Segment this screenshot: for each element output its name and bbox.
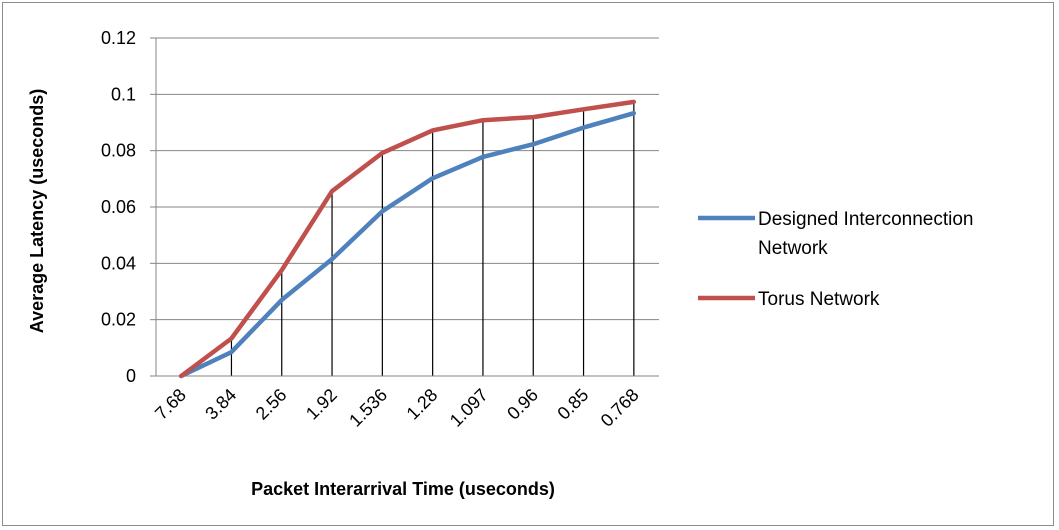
line-chart: 0 0.02 0.04 0.06 0.08 0.1 0.12 7.68 3.84 2.56 1.9…: [27, 28, 973, 499]
y-tick-labels: 0 0.02 0.04 0.06 0.08 0.1 0.12: [101, 28, 136, 386]
x-tick-label-7.68: 7.68: [151, 385, 190, 424]
y-axis-title: Average Latency (useconds): [27, 89, 47, 333]
x-tick-label-3.84: 3.84: [201, 385, 240, 424]
legend: Designed Interconnection Network Torus Net…: [698, 209, 973, 310]
y-tick-label-0.12: 0.12: [101, 28, 136, 48]
y-tick-label-0.06: 0.06: [101, 197, 136, 217]
x-tick-label-0.768: 0.768: [597, 385, 643, 431]
y-tick-label-0.1: 0.1: [111, 84, 136, 104]
legend-label-torus-network: Torus Network: [758, 289, 880, 310]
legend-label-designed-interconnection-network: Designed Interconnection: [758, 209, 973, 230]
x-tick-label-1.28: 1.28: [403, 385, 442, 424]
x-tick-label-1.536: 1.536: [345, 385, 391, 431]
y-tick-label-0.04: 0.04: [101, 253, 136, 273]
x-tick-labels: 7.68 3.84 2.56 1.92 1.536 1.28 1.097 0.96 0.85 0.…: [151, 385, 643, 431]
series-line-torus-network: [178, 99, 637, 379]
series-line-designed-interconnection-network: [178, 110, 637, 379]
x-tick-label-1.92: 1.92: [302, 385, 341, 424]
x-tick-label-2.56: 2.56: [252, 385, 291, 424]
x-axis-title: Packet Interarrival Time (useconds): [251, 479, 555, 499]
x-tick-label-0.85: 0.85: [553, 385, 592, 424]
x-tick-label-0.96: 0.96: [503, 385, 542, 424]
y-tick-label-0.08: 0.08: [101, 141, 136, 161]
legend-label-designed-interconnection-network: Network: [758, 238, 828, 259]
y-tick-label-0.02: 0.02: [101, 310, 136, 330]
axes: [150, 37, 659, 377]
x-tick-label-1.097: 1.097: [446, 385, 492, 431]
series-lines: [178, 99, 637, 379]
drop-lines: [230, 101, 635, 376]
gridlines: [156, 37, 659, 321]
y-tick-label-0: 0: [126, 366, 136, 386]
